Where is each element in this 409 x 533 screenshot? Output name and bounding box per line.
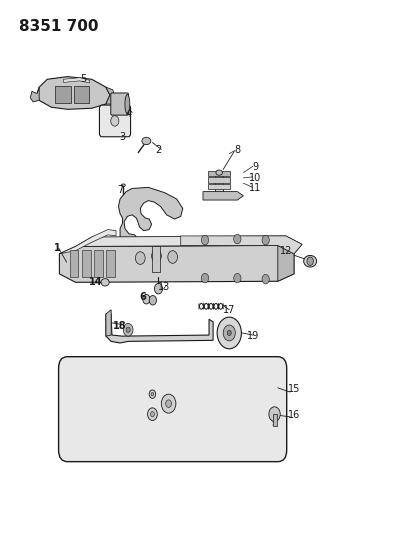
- Polygon shape: [106, 310, 111, 336]
- Polygon shape: [118, 188, 182, 246]
- Circle shape: [201, 273, 208, 283]
- FancyBboxPatch shape: [207, 171, 230, 176]
- Circle shape: [233, 273, 240, 283]
- Polygon shape: [37, 77, 110, 109]
- Text: 8: 8: [234, 146, 240, 156]
- Circle shape: [149, 390, 155, 398]
- Polygon shape: [180, 236, 301, 254]
- Text: 5: 5: [80, 74, 87, 84]
- Circle shape: [147, 408, 157, 421]
- Text: 2: 2: [155, 146, 161, 156]
- Ellipse shape: [101, 279, 109, 286]
- FancyBboxPatch shape: [58, 357, 286, 462]
- Polygon shape: [63, 78, 90, 83]
- Polygon shape: [106, 314, 213, 343]
- Circle shape: [165, 400, 171, 407]
- Polygon shape: [30, 87, 39, 102]
- Circle shape: [110, 116, 119, 126]
- Polygon shape: [277, 245, 293, 281]
- Circle shape: [149, 295, 156, 305]
- Circle shape: [306, 257, 312, 265]
- Text: 9: 9: [252, 163, 258, 172]
- FancyBboxPatch shape: [207, 177, 230, 183]
- Circle shape: [161, 394, 175, 413]
- Text: 8351 700: 8351 700: [19, 19, 98, 34]
- Circle shape: [151, 392, 153, 396]
- Circle shape: [150, 411, 154, 417]
- Text: 14: 14: [89, 277, 102, 287]
- Circle shape: [227, 330, 231, 336]
- FancyBboxPatch shape: [73, 86, 89, 103]
- Ellipse shape: [216, 170, 222, 175]
- Polygon shape: [59, 245, 293, 282]
- FancyBboxPatch shape: [106, 249, 115, 277]
- FancyBboxPatch shape: [272, 414, 276, 426]
- FancyBboxPatch shape: [215, 174, 222, 195]
- Circle shape: [135, 252, 145, 264]
- Text: 15: 15: [287, 384, 299, 394]
- Circle shape: [261, 236, 269, 245]
- Polygon shape: [59, 230, 116, 254]
- Text: 12: 12: [279, 246, 291, 256]
- Text: 3: 3: [119, 132, 125, 142]
- FancyBboxPatch shape: [55, 86, 70, 103]
- Text: 10: 10: [249, 173, 261, 183]
- FancyBboxPatch shape: [81, 249, 90, 277]
- Text: 4: 4: [125, 109, 131, 118]
- Ellipse shape: [303, 255, 316, 267]
- Ellipse shape: [121, 184, 125, 187]
- Circle shape: [123, 324, 133, 336]
- Circle shape: [154, 284, 162, 294]
- Text: 7: 7: [117, 185, 123, 195]
- Circle shape: [268, 407, 279, 422]
- Text: 17: 17: [222, 305, 235, 315]
- Circle shape: [151, 249, 161, 262]
- FancyBboxPatch shape: [94, 249, 102, 277]
- FancyBboxPatch shape: [99, 105, 130, 137]
- Text: 16: 16: [287, 410, 299, 420]
- Circle shape: [126, 327, 130, 333]
- FancyBboxPatch shape: [70, 249, 78, 277]
- Ellipse shape: [142, 138, 151, 144]
- Circle shape: [222, 325, 235, 341]
- FancyBboxPatch shape: [207, 184, 230, 189]
- Text: 13: 13: [158, 281, 170, 292]
- Circle shape: [233, 235, 240, 244]
- Polygon shape: [75, 236, 301, 254]
- Circle shape: [217, 317, 241, 349]
- Circle shape: [261, 274, 269, 284]
- Ellipse shape: [125, 94, 130, 114]
- Text: 1: 1: [54, 243, 61, 253]
- Circle shape: [142, 294, 150, 304]
- Circle shape: [201, 236, 208, 245]
- FancyBboxPatch shape: [152, 246, 160, 272]
- Text: 11: 11: [249, 183, 261, 193]
- Text: 6: 6: [139, 292, 145, 302]
- FancyBboxPatch shape: [110, 93, 128, 115]
- Circle shape: [167, 251, 177, 263]
- Polygon shape: [202, 191, 243, 200]
- Text: 19: 19: [247, 331, 259, 341]
- Polygon shape: [106, 87, 115, 104]
- Text: 18: 18: [113, 320, 126, 330]
